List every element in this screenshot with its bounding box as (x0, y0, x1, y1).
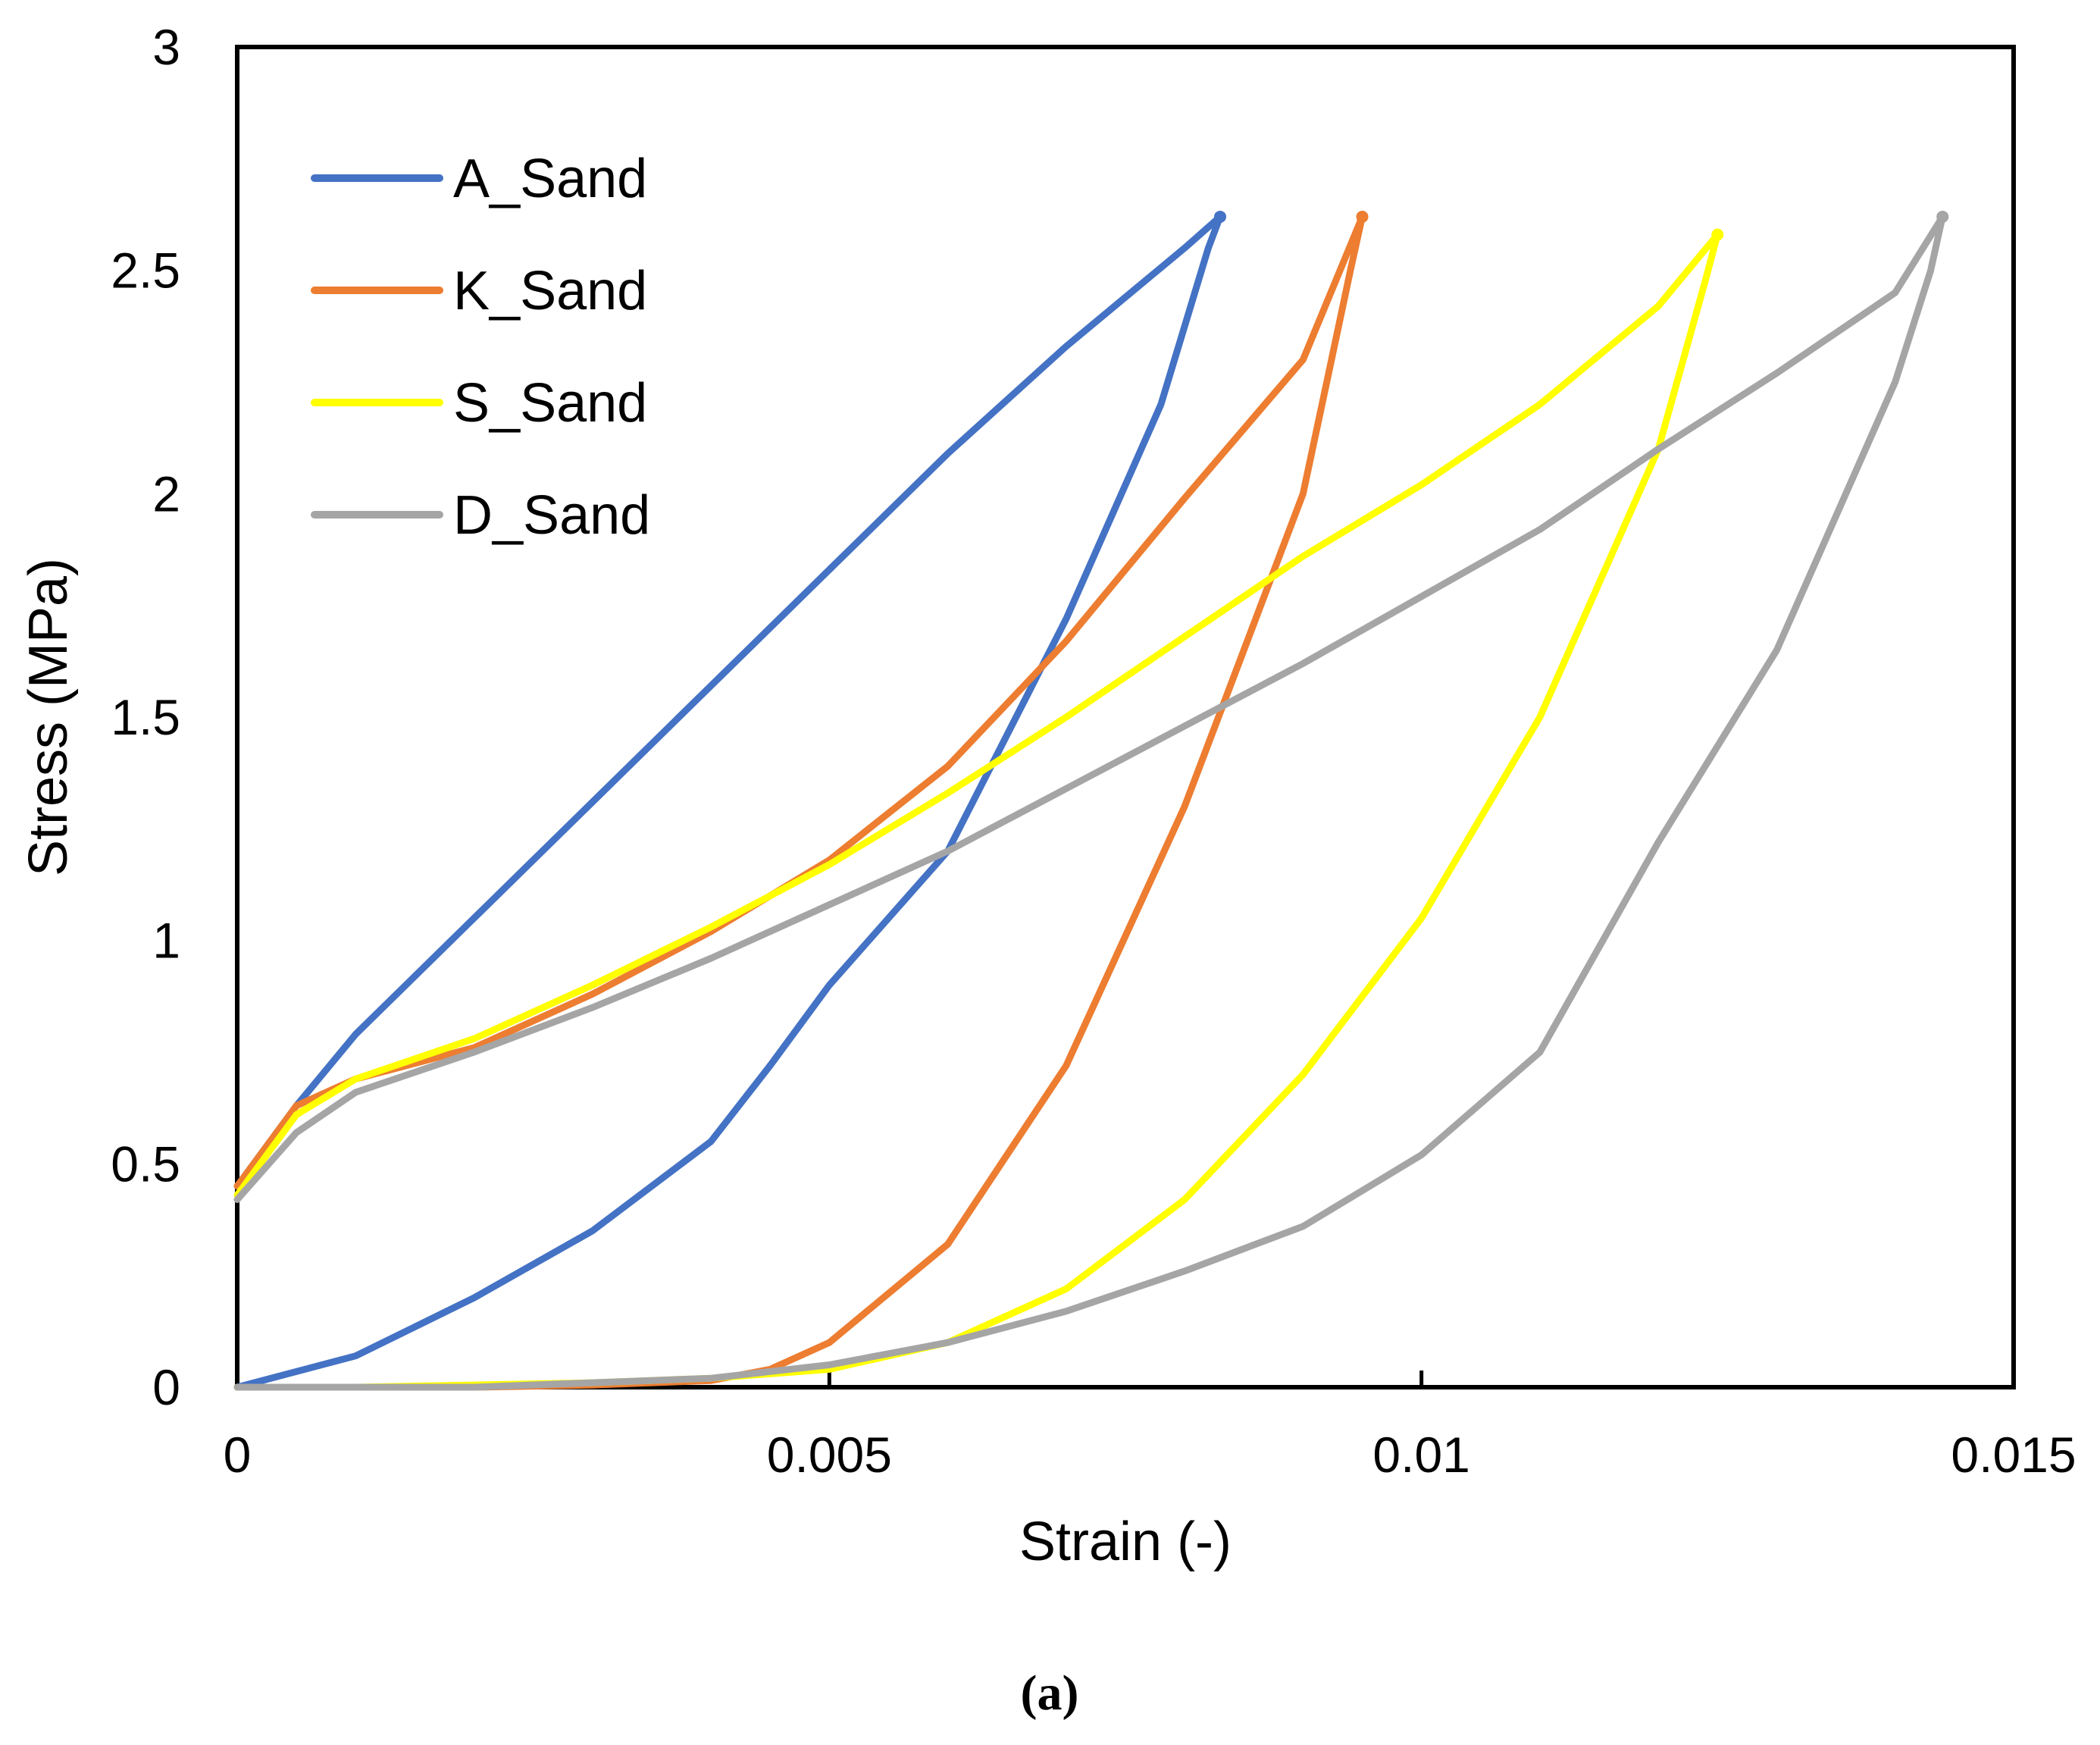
y-tick-label: 1.5 (111, 689, 180, 745)
series-peak-point (1356, 210, 1369, 223)
figure-caption: (a) (1021, 1665, 1079, 1721)
y-tick-label: 2.5 (111, 243, 180, 299)
y-tick-label: 3 (152, 19, 180, 75)
x-axis-ticks: 0 0.005 0.01 0.015 (224, 1371, 2077, 1483)
series-line-a-sand (233, 213, 1224, 1391)
y-tick-label: 0 (152, 1359, 180, 1415)
series-peak-point (1936, 210, 1949, 223)
series-group (233, 210, 1949, 1391)
legend-label: D_Sand (453, 485, 650, 546)
x-tick-label: 0.015 (1951, 1427, 2076, 1483)
y-tick-label: 2 (152, 465, 180, 522)
x-axis-title: Strain (-) (1019, 1512, 1232, 1572)
legend-label: S_Sand (453, 373, 647, 434)
series-peak-point (1214, 210, 1227, 223)
legend: A_Sand K_Sand S_Sand D_Sand (311, 149, 650, 546)
series-line-k-sand (233, 213, 1366, 1391)
legend-label: K_Sand (453, 261, 647, 321)
y-tick-label: 1 (152, 913, 180, 969)
x-tick-label: 0.005 (767, 1427, 892, 1483)
y-axis-title: Stress (MPa) (18, 558, 79, 876)
y-axis-ticks: 0 0.5 1 1.5 2 2.5 3 (111, 19, 180, 1415)
x-tick-label: 0.01 (1372, 1427, 1469, 1483)
x-tick-label: 0 (224, 1427, 252, 1483)
plot-frame (235, 45, 2016, 1389)
legend-label: A_Sand (453, 149, 647, 209)
series-peak-point (1711, 228, 1724, 241)
plot-area (235, 45, 2016, 1389)
y-tick-label: 0.5 (111, 1136, 180, 1192)
